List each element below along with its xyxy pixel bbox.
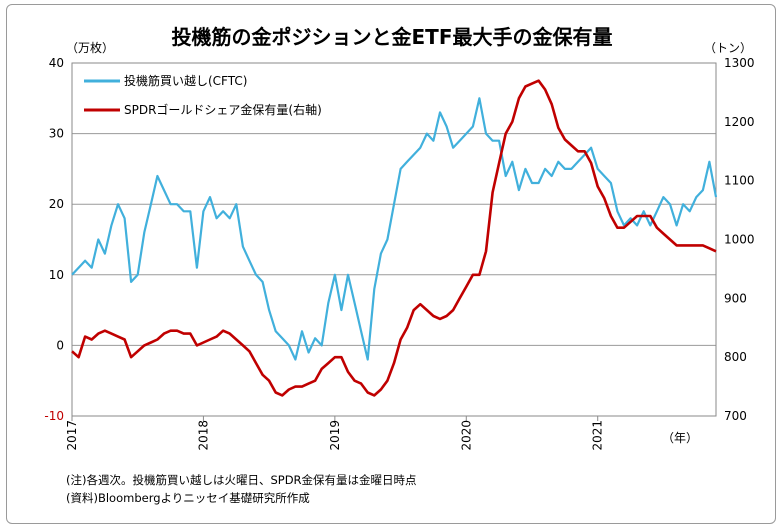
x-tick-label: 2019 (328, 420, 342, 451)
right-tick-label: 1300 (724, 56, 755, 70)
right-tick-label: 800 (724, 350, 747, 364)
chart-title: 投機筋の金ポジションと金ETF最大手の金保有量 (172, 25, 613, 49)
right-axis-unit: （トン） (704, 41, 752, 55)
x-tick-label: 2020 (459, 420, 473, 451)
legend: 投機筋買い越し(CFTC) SPDRゴールドシェア金保有量(右軸) (84, 73, 322, 117)
legend-label: 投機筋買い越し(CFTC) (124, 73, 247, 88)
x-tick-label: 2017 (65, 420, 79, 451)
right-tick-label: 1200 (724, 115, 755, 129)
x-tick-label: 2018 (196, 420, 210, 451)
left-tick-label: 0 (56, 338, 64, 352)
note-2: (資料)Bloombergよりニッセイ基礎研究所作成 (66, 491, 310, 505)
left-tick-label: 40 (49, 56, 64, 70)
series-lines (71, 79, 718, 397)
x-axis-unit: （年） (662, 431, 698, 445)
axes (71, 62, 717, 421)
left-tick-label: 30 (49, 127, 64, 141)
series-line-cftc (71, 97, 718, 361)
right-tick-label: 900 (724, 291, 747, 305)
series-line-spdr (71, 79, 717, 397)
legend-label: SPDRゴールドシェア金保有量(右軸) (124, 102, 322, 117)
right-tick-label: 1100 (724, 174, 755, 188)
tick-labels: -10 0 10 20 30 40 700 800 900 1000 1100 1200 1300 201… (44, 56, 754, 451)
left-tick-label: -10 (44, 409, 64, 423)
x-tick-label: 2021 (591, 420, 605, 451)
left-tick-label: 20 (49, 197, 64, 211)
chart-frame (6, 4, 776, 524)
note-1: (注)各週次。投機筋買い越しは火曜日、SPDR金保有量は金曜日時点 (66, 473, 417, 487)
plot-area (71, 62, 717, 417)
right-tick-label: 700 (724, 409, 747, 423)
right-tick-label: 1000 (724, 233, 755, 247)
left-axis-unit: （万枚） (66, 40, 114, 55)
left-tick-label: 10 (49, 268, 64, 282)
